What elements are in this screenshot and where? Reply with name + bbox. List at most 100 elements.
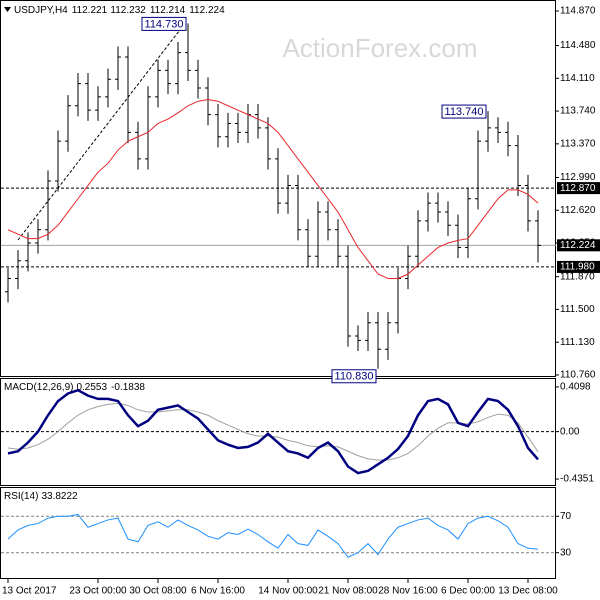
ohlc-bar bbox=[75, 72, 81, 117]
rsi-title: RSI(14) bbox=[4, 491, 38, 502]
ohlc-bar bbox=[125, 46, 131, 143]
y-tick-label: 30 bbox=[560, 547, 572, 558]
ohlc-bar bbox=[405, 245, 411, 290]
ohlc-bar bbox=[445, 201, 451, 236]
ohlc-bar bbox=[495, 117, 501, 143]
ohlc-bar bbox=[285, 174, 291, 214]
price-flag bbox=[557, 260, 600, 273]
y-tick-label: 114.870 bbox=[560, 6, 596, 17]
ohlc-bar bbox=[475, 130, 481, 210]
x-tick-label: 13 Dec 08:00 bbox=[498, 586, 558, 597]
price-flag bbox=[557, 239, 600, 252]
ohlc-bar bbox=[145, 86, 151, 170]
ohlc-bar bbox=[375, 312, 381, 369]
rsi-line bbox=[7, 513, 539, 558]
macd-readout: 0.2553 bbox=[76, 382, 107, 393]
y-tick-label: 113.740 bbox=[560, 106, 596, 117]
ohlc-bar bbox=[205, 77, 211, 126]
y-tick-label: 110.760 bbox=[560, 370, 596, 381]
ohlc-bar bbox=[525, 174, 531, 232]
price-panel bbox=[0, 0, 556, 377]
y-tick-label: 112.990 bbox=[560, 172, 596, 183]
ohlc-bar bbox=[235, 112, 241, 143]
ohlc-bar bbox=[455, 214, 461, 259]
ohlc-bar bbox=[425, 192, 431, 232]
ohlc-bar bbox=[255, 103, 261, 139]
y-tick-label: 111.500 bbox=[560, 304, 595, 315]
ohlc-bar bbox=[195, 59, 201, 99]
macd-readout: -0.1838 bbox=[111, 382, 145, 393]
y-tick-label: 111.130 bbox=[560, 337, 595, 348]
y-tick-label: 111.870 bbox=[560, 271, 595, 282]
ohlc-bar bbox=[345, 245, 351, 347]
ohlc-bar bbox=[135, 121, 141, 170]
ohlc-bar bbox=[385, 312, 391, 360]
x-tick-label: 28 Nov 16:00 bbox=[378, 586, 438, 597]
ohlc-bar bbox=[305, 219, 311, 267]
ohlc-bar bbox=[435, 192, 441, 223]
ohlc-bar bbox=[415, 210, 421, 267]
y-tick-label: 114.110 bbox=[560, 73, 595, 84]
ohlc-bar bbox=[85, 72, 91, 121]
ohlc-bar bbox=[265, 117, 271, 170]
ohlc-bar bbox=[35, 219, 41, 254]
x-tick-label: 23 Oct 00:00 bbox=[69, 586, 127, 597]
ohlc-bar bbox=[275, 148, 281, 214]
quote: 112.221 bbox=[72, 5, 108, 16]
quote: 112.214 bbox=[150, 5, 186, 16]
annotation-label: 110.830 bbox=[335, 371, 374, 383]
rsi-header: RSI(14) 33.8222 bbox=[4, 491, 78, 502]
ohlc-bar bbox=[215, 103, 221, 148]
y-tick-label: 70 bbox=[560, 511, 572, 522]
ohlc-bar bbox=[55, 130, 61, 192]
price-flag bbox=[557, 182, 600, 195]
ohlc-bar bbox=[505, 121, 511, 157]
annotation-box bbox=[141, 16, 187, 31]
ohlc-bar bbox=[165, 59, 171, 95]
ohlc-bar bbox=[155, 59, 161, 108]
ohlc-bar bbox=[485, 111, 491, 152]
y-tick-label: 113.370 bbox=[560, 138, 596, 149]
watermark: ActionForex.com bbox=[282, 33, 477, 63]
ohlc-bar bbox=[355, 325, 361, 352]
rsi-readout: 33.8222 bbox=[41, 491, 78, 502]
x-tick-label: 14 Nov 00:00 bbox=[258, 586, 318, 597]
ohlc-bar bbox=[365, 312, 371, 352]
menu-icon bbox=[4, 7, 11, 12]
ohlc-bar bbox=[465, 188, 471, 259]
annotation-box bbox=[441, 104, 487, 119]
macd-panel bbox=[0, 378, 556, 486]
ohlc-bar bbox=[115, 46, 121, 90]
ohlc-bar bbox=[225, 112, 231, 148]
macd-line bbox=[7, 388, 539, 475]
y-tick-label: -0.4351 bbox=[560, 474, 594, 485]
symbol: USDJPY,H4 bbox=[14, 5, 68, 16]
quote: 112.232 bbox=[110, 5, 146, 16]
y-tick-label: 114.480 bbox=[560, 40, 596, 51]
x-tick-label: 6 Dec 00:00 bbox=[441, 586, 495, 597]
ohlc-bar bbox=[105, 68, 111, 108]
ohlc-bar bbox=[295, 174, 301, 241]
annotation-label: 113.740 bbox=[445, 106, 484, 118]
rsi-panel bbox=[0, 487, 556, 579]
header: USDJPY,H4 112.221 112.232 112.214 112.224 bbox=[14, 5, 225, 16]
macd-header: MACD(12,26,9) 0.2553 -0.1838 bbox=[4, 382, 145, 393]
ohlc-bar bbox=[325, 201, 331, 241]
macd-title: MACD(12,26,9) bbox=[4, 382, 73, 393]
annotation-box bbox=[331, 369, 377, 384]
ohlc-bar bbox=[5, 267, 11, 303]
price-flag-label: 112.224 bbox=[560, 240, 596, 251]
annotation-label: 114.730 bbox=[145, 18, 184, 30]
ohlc-bar bbox=[45, 170, 51, 241]
ohlc-bar bbox=[535, 210, 541, 263]
ohlc-bar bbox=[515, 134, 521, 197]
x-tick-label: 30 Oct 08:00 bbox=[129, 586, 187, 597]
y-tick-label: 0.00 bbox=[560, 426, 580, 437]
y-tick-label: 112.620 bbox=[560, 205, 596, 216]
quote: 112.224 bbox=[189, 5, 225, 16]
x-tick-label: 21 Nov 08:00 bbox=[318, 586, 378, 597]
y-tick-label: 0.4098 bbox=[560, 382, 591, 393]
x-tick-label: 13 Oct 2017 bbox=[2, 586, 57, 597]
